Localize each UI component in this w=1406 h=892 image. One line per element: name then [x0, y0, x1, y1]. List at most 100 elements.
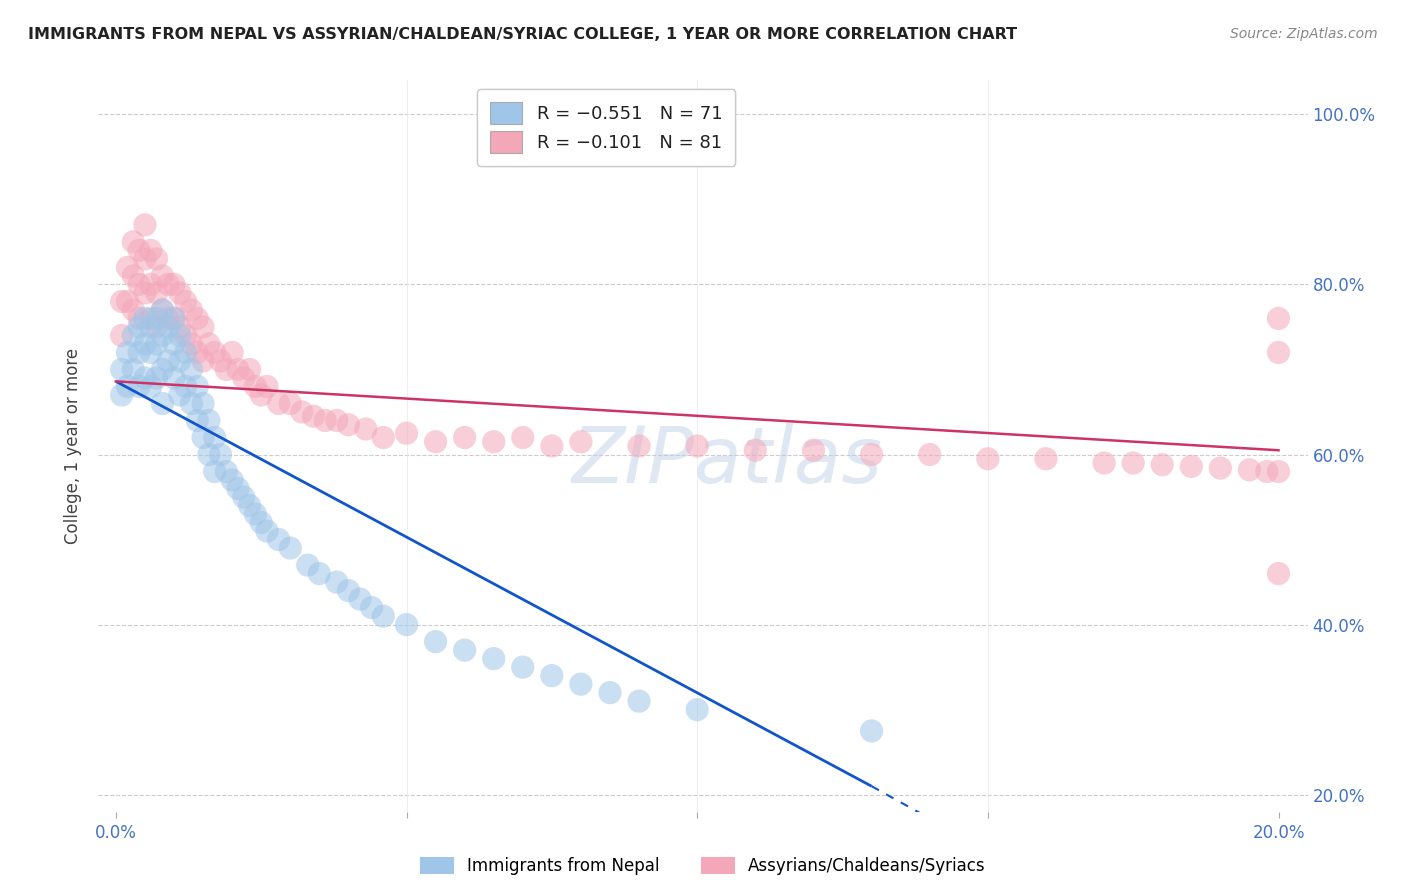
Point — [180, 337, 202, 351]
Point — [174, 294, 197, 309]
Point — [291, 405, 314, 419]
Point — [1267, 566, 1289, 581]
Point — [453, 430, 475, 444]
Point — [1267, 465, 1289, 479]
Point — [139, 311, 162, 326]
Point — [122, 302, 145, 317]
Point — [111, 388, 134, 402]
Point — [128, 320, 150, 334]
Point — [139, 345, 162, 359]
Point — [215, 362, 238, 376]
Point — [128, 244, 150, 258]
Point — [150, 302, 173, 317]
Point — [354, 422, 377, 436]
Point — [145, 320, 167, 334]
Point — [1239, 463, 1261, 477]
Point — [1209, 461, 1232, 475]
Point — [150, 302, 173, 317]
Point — [186, 345, 208, 359]
Point — [232, 490, 254, 504]
Point — [128, 379, 150, 393]
Point — [169, 354, 191, 368]
Point — [145, 337, 167, 351]
Point — [239, 499, 262, 513]
Point — [180, 396, 202, 410]
Point — [395, 617, 418, 632]
Point — [111, 328, 134, 343]
Point — [204, 345, 226, 359]
Point — [128, 277, 150, 292]
Point — [145, 285, 167, 300]
Point — [198, 337, 221, 351]
Point — [1152, 458, 1174, 472]
Point — [180, 302, 202, 317]
Point — [540, 668, 562, 682]
Point — [250, 516, 273, 530]
Point — [111, 294, 134, 309]
Point — [297, 558, 319, 572]
Point — [122, 328, 145, 343]
Point — [360, 600, 382, 615]
Point — [453, 643, 475, 657]
Point — [918, 448, 941, 462]
Point — [337, 417, 360, 432]
Point — [169, 320, 191, 334]
Point — [267, 533, 290, 547]
Point — [111, 362, 134, 376]
Point — [1035, 451, 1057, 466]
Point — [326, 413, 349, 427]
Point — [145, 371, 167, 385]
Point — [150, 268, 173, 283]
Point — [191, 354, 214, 368]
Point — [267, 396, 290, 410]
Point — [186, 311, 208, 326]
Point — [278, 396, 301, 410]
Point — [169, 328, 191, 343]
Point — [122, 362, 145, 376]
Point — [226, 482, 249, 496]
Point — [157, 311, 180, 326]
Point — [245, 507, 267, 521]
Point — [512, 430, 534, 444]
Point — [204, 430, 226, 444]
Point — [302, 409, 325, 424]
Point — [174, 345, 197, 359]
Point — [145, 311, 167, 326]
Point — [191, 430, 214, 444]
Point — [686, 703, 709, 717]
Point — [860, 723, 883, 738]
Point — [977, 451, 1000, 466]
Point — [157, 354, 180, 368]
Point — [157, 277, 180, 292]
Point — [198, 413, 221, 427]
Point — [373, 609, 395, 624]
Text: ZIPatlas: ZIPatlas — [572, 423, 883, 499]
Point — [134, 311, 156, 326]
Point — [169, 388, 191, 402]
Point — [628, 439, 651, 453]
Point — [163, 337, 186, 351]
Point — [226, 362, 249, 376]
Point — [186, 413, 208, 427]
Point — [308, 566, 330, 581]
Point — [128, 311, 150, 326]
Point — [569, 677, 592, 691]
Point — [1180, 459, 1202, 474]
Point — [540, 439, 562, 453]
Point — [117, 294, 139, 309]
Point — [150, 328, 173, 343]
Point — [122, 235, 145, 249]
Point — [349, 592, 371, 607]
Point — [314, 413, 336, 427]
Point — [209, 448, 232, 462]
Point — [569, 434, 592, 449]
Point — [209, 354, 232, 368]
Point — [245, 379, 267, 393]
Point — [686, 439, 709, 453]
Point — [191, 320, 214, 334]
Point — [1256, 465, 1278, 479]
Point — [482, 434, 505, 449]
Point — [425, 634, 447, 648]
Point — [117, 345, 139, 359]
Point — [122, 268, 145, 283]
